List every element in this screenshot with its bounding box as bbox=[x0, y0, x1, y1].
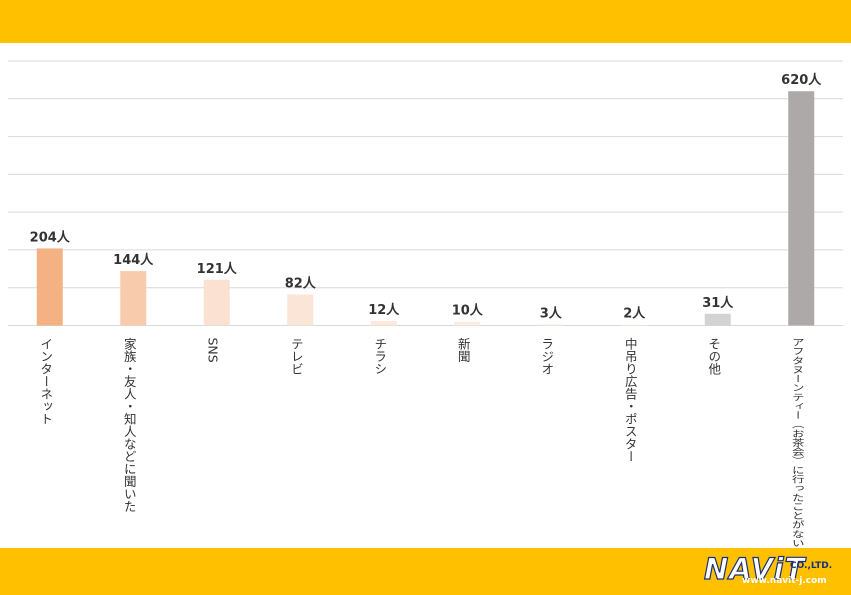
category-label: ラジオ bbox=[539, 338, 554, 376]
bar bbox=[371, 321, 397, 326]
data-label: 121人 bbox=[197, 261, 238, 277]
bar bbox=[538, 324, 564, 325]
data-label: 204人 bbox=[30, 229, 71, 245]
data-label: 144人 bbox=[113, 252, 154, 268]
category-label: SNS bbox=[205, 338, 220, 363]
category-label: 中吊り広告・ポスター bbox=[623, 337, 638, 463]
logo-url: www.navit-j.com bbox=[742, 576, 827, 586]
company-logo: NAViT CO.,LTD. www.navit-j.com bbox=[704, 553, 846, 591]
category-label: インターネット bbox=[38, 338, 53, 426]
bar bbox=[621, 325, 647, 326]
category-label: 新聞 bbox=[456, 337, 471, 363]
bar bbox=[705, 314, 731, 326]
data-label: 620人 bbox=[781, 72, 822, 88]
category-label: その他 bbox=[706, 338, 721, 376]
category-label: チラシ bbox=[372, 338, 387, 376]
data-label: 82人 bbox=[285, 276, 317, 292]
data-label: 31人 bbox=[702, 295, 734, 311]
bar bbox=[788, 91, 814, 325]
category-label: アフタヌーンティー（お茶会）に行ったことがない bbox=[790, 338, 805, 548]
bar bbox=[120, 271, 146, 325]
data-label: 12人 bbox=[368, 302, 400, 318]
bar bbox=[204, 280, 230, 326]
data-label: 10人 bbox=[452, 303, 484, 319]
data-label: 2人 bbox=[623, 306, 646, 322]
logo-suffix: CO.,LTD. bbox=[790, 561, 832, 571]
bar bbox=[454, 322, 480, 326]
data-label: 3人 bbox=[540, 305, 563, 321]
bar bbox=[287, 295, 313, 326]
category-label: 家族・友人・知人などに聞いた bbox=[122, 337, 137, 513]
bar bbox=[37, 248, 63, 325]
category-label: テレビ bbox=[289, 338, 304, 376]
